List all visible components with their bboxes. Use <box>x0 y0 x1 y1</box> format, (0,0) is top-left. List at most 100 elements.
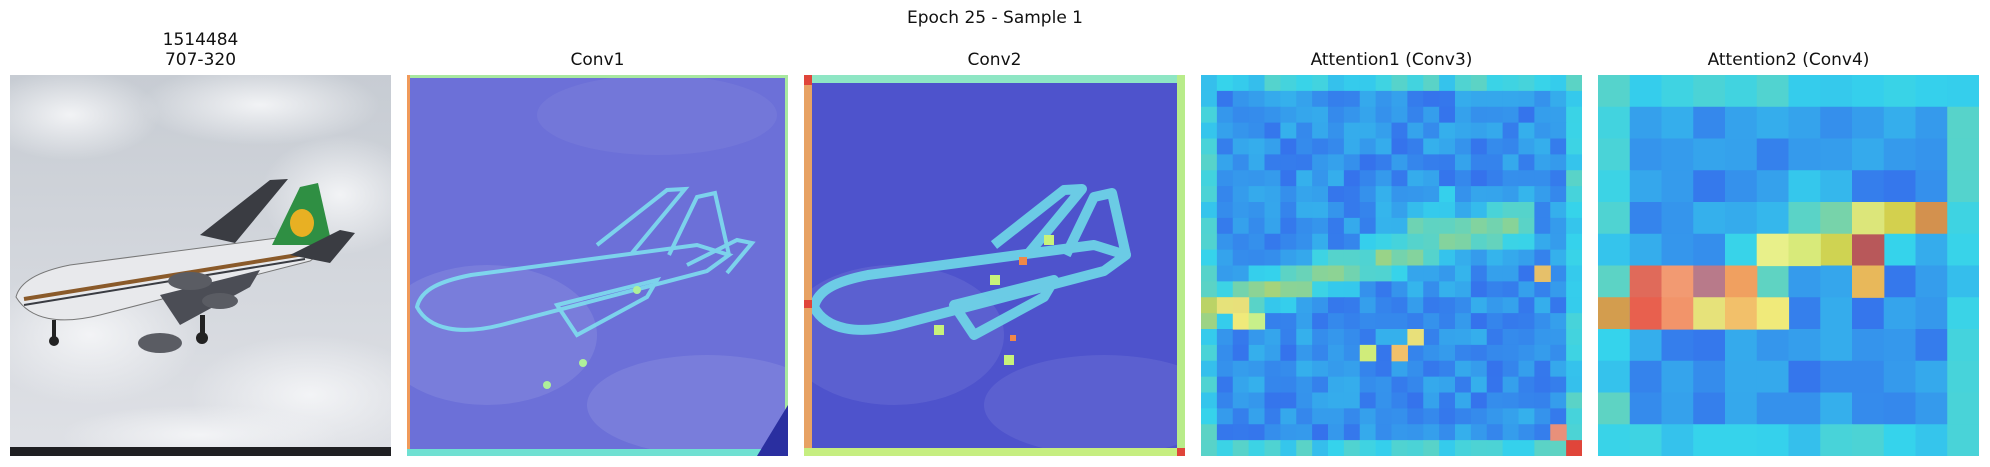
heatmap-cell <box>1455 154 1472 171</box>
heatmap-cell <box>1502 440 1520 456</box>
heatmap-hot-cell <box>1216 297 1234 314</box>
heatmap-cell <box>1788 170 1821 203</box>
heatmap-cell <box>1566 281 1582 298</box>
heatmap-cell <box>1518 265 1535 282</box>
heatmap-cell <box>1216 360 1234 378</box>
heatmap-cell <box>1359 233 1377 251</box>
heatmap-cell <box>1312 138 1329 155</box>
heatmap-cell <box>1486 313 1504 330</box>
heatmap-cell <box>1391 138 1408 155</box>
heatmap-cell <box>1248 360 1266 378</box>
heatmap-cell <box>1661 106 1694 140</box>
heatmap-cell <box>1486 186 1504 203</box>
heatmap-cell <box>1232 106 1250 124</box>
airplane-tail-emblem <box>290 209 314 237</box>
heatmap-cell <box>1391 217 1408 235</box>
heatmap-cell <box>1852 75 1885 108</box>
heatmap-cell <box>1629 392 1663 425</box>
heatmap-cell <box>1391 297 1408 314</box>
heatmap-cell <box>1470 249 1488 267</box>
original-airplane-photo <box>10 75 391 456</box>
heatmap-cell <box>1852 170 1885 203</box>
heatmap-cell <box>1391 408 1408 425</box>
heatmap-cell <box>1502 217 1520 235</box>
heatmap-cell <box>1725 138 1758 171</box>
heatmap-cell <box>1439 297 1456 314</box>
heatmap-cell <box>1915 392 1948 425</box>
heatmap-cell <box>1343 154 1361 171</box>
heatmap-cell <box>1470 408 1488 425</box>
heatmap-cell <box>1486 408 1504 425</box>
heatmap-cell <box>1725 233 1758 267</box>
heatmap-cell <box>1661 170 1694 203</box>
heatmap-cell <box>1534 329 1551 346</box>
heatmap-cell <box>1216 122 1234 140</box>
heatmap-hot-cell <box>1852 233 1885 267</box>
heatmap-cell <box>1343 186 1361 203</box>
heatmap-cell <box>1518 440 1535 456</box>
heatmap-cell <box>1566 202 1582 219</box>
heatmap-cell <box>1407 440 1424 456</box>
heatmap-cell <box>1534 344 1551 362</box>
heatmap-cell <box>1328 154 1345 171</box>
heatmap-cell <box>1248 106 1266 124</box>
heatmap-cell <box>1248 233 1266 251</box>
heatmap-cell <box>1232 392 1250 409</box>
heatmap-cell <box>1788 392 1821 425</box>
heatmap-cell <box>1248 186 1266 203</box>
heatmap-cell <box>1947 75 1979 108</box>
heatmap-cell <box>1550 90 1567 108</box>
heatmap-hot-cell <box>1629 297 1663 330</box>
heatmap-cell <box>1883 138 1917 171</box>
heatmap-cell <box>1312 249 1329 267</box>
heatmap-cell <box>1439 186 1456 203</box>
heatmap-cell <box>1343 344 1361 362</box>
heatmap-cell <box>1296 297 1313 314</box>
heatmap-cell <box>1248 90 1266 108</box>
heatmap-cell <box>1312 408 1329 425</box>
heatmap-cell <box>1216 217 1234 235</box>
heatmap-cell <box>1566 138 1582 155</box>
heatmap-cell <box>1407 408 1424 425</box>
heatmap-cell <box>1232 170 1250 187</box>
heatmap-cell <box>1312 154 1329 171</box>
heatmap-cell <box>1486 75 1504 92</box>
heatmap-cell <box>1820 360 1853 394</box>
heatmap-cell <box>1423 249 1440 267</box>
heatmap-cell <box>1407 392 1424 409</box>
heatmap-cell <box>1455 281 1472 298</box>
heatmap-cell <box>1216 75 1234 92</box>
heatmap-cell <box>1455 75 1472 92</box>
heatmap-cell <box>1423 90 1440 108</box>
heatmap-cell <box>1343 440 1361 456</box>
photo-credit-bar <box>10 447 391 456</box>
heatmap-cell <box>1534 138 1551 155</box>
heatmap-cell <box>1375 360 1393 378</box>
heatmap-cell <box>1232 90 1250 108</box>
heatmap-cell <box>1518 392 1535 409</box>
heatmap-cell <box>1439 170 1456 187</box>
heatmap-hot-cell <box>1852 265 1885 298</box>
heatmap-cell <box>1280 265 1297 282</box>
heatmap-cell <box>1693 106 1726 140</box>
panel-attention2 <box>1598 75 1979 456</box>
heatmap-cell <box>1343 249 1361 267</box>
heatmap-cell <box>1264 329 1281 346</box>
heatmap-cell <box>1883 106 1917 140</box>
heatmap-cell <box>1788 329 1821 362</box>
heatmap-cell <box>1312 233 1329 251</box>
heatmap-cell <box>1788 360 1821 394</box>
heatmap-cell <box>1661 75 1694 108</box>
heatmap-cell <box>1725 170 1758 203</box>
heatmap-cell <box>1423 440 1440 456</box>
heatmap-hot-cell <box>1756 233 1790 267</box>
heatmap-cell <box>1470 202 1488 219</box>
title-conv2: Conv2 <box>967 50 1022 70</box>
heatmap-cell <box>1312 297 1329 314</box>
heatmap-cell <box>1947 170 1979 203</box>
heatmap-cell <box>1280 249 1297 267</box>
heatmap-cell <box>1486 344 1504 362</box>
heatmap-cell <box>1852 424 1885 456</box>
heatmap-cell <box>1248 297 1266 314</box>
title-original: 1514484 707-320 <box>10 30 391 70</box>
